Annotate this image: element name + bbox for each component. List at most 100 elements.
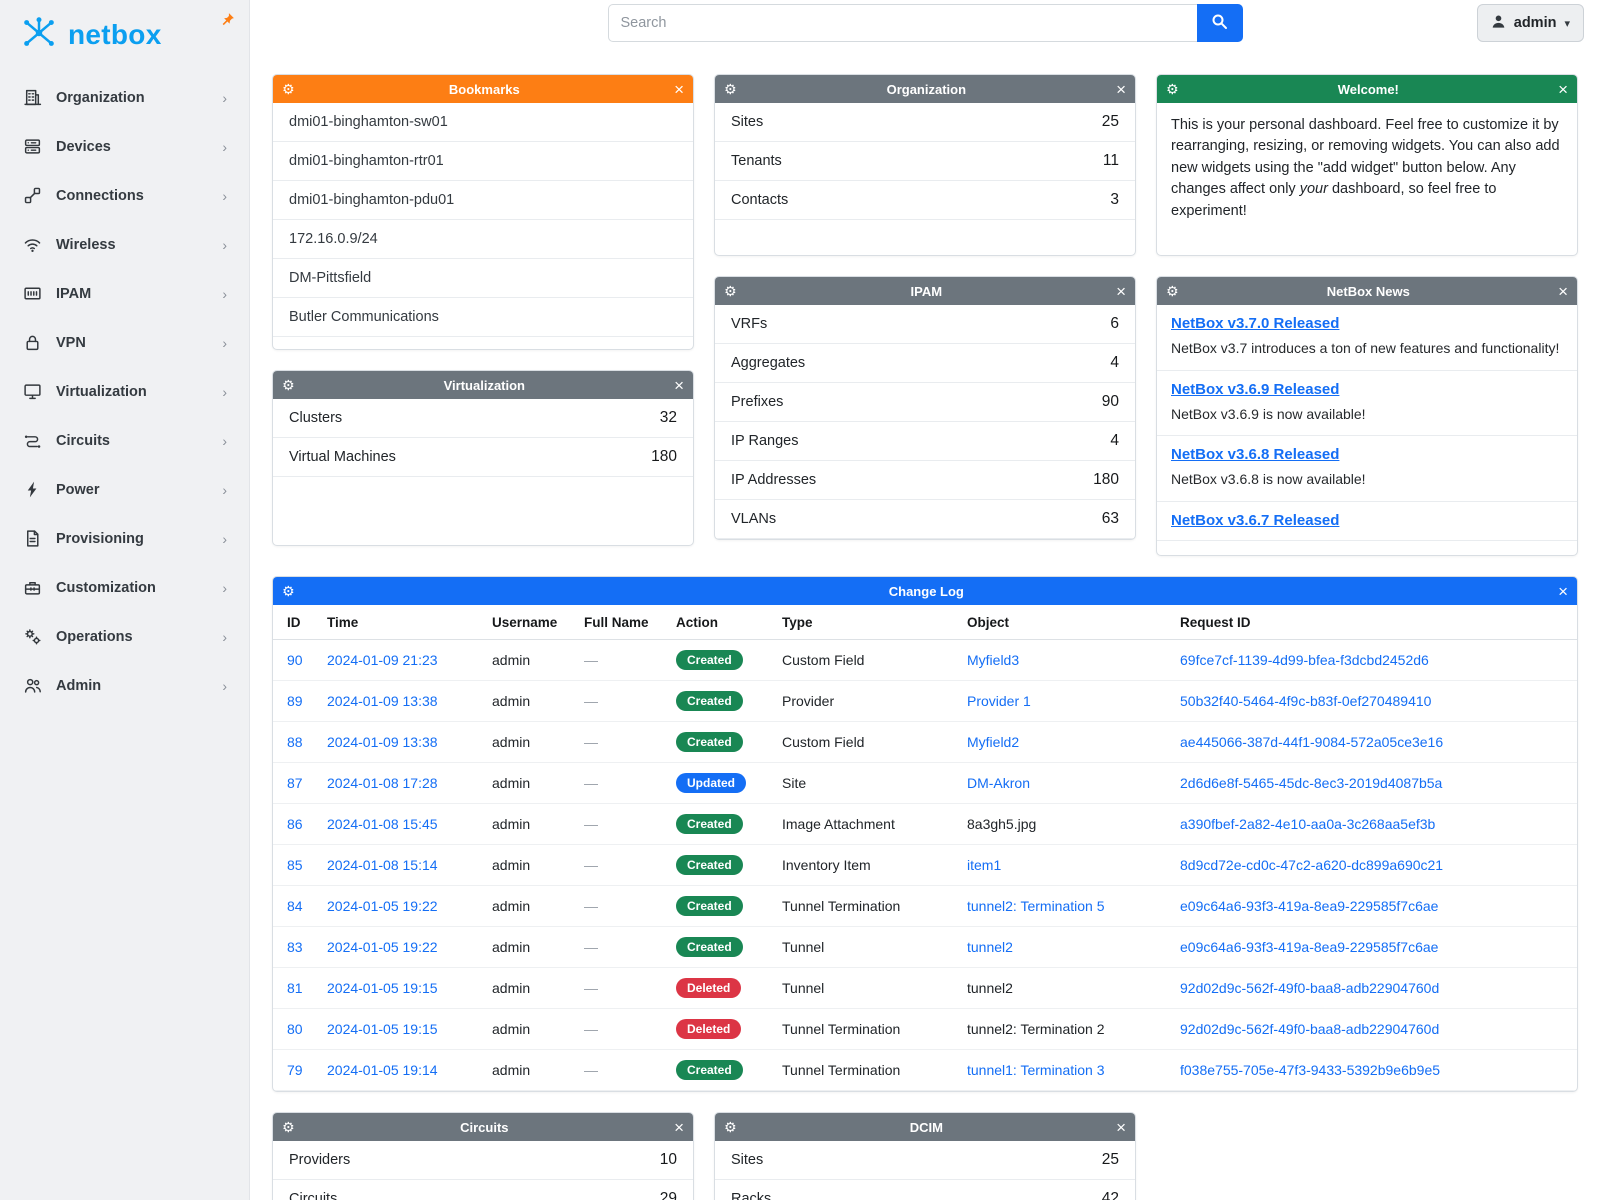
news-headline-link[interactable]: NetBox v3.7.0 Released [1171, 315, 1340, 332]
changelog-request-link[interactable]: 50b32f40-5464-4f9c-b83f-0ef270489410 [1180, 693, 1432, 709]
stat-label[interactable]: Contacts [731, 192, 789, 208]
sidebar-item[interactable]: Wireless › [0, 220, 249, 269]
changelog-id-link[interactable]: 81 [287, 980, 303, 996]
widget-config-icon[interactable]: ⚙ [282, 81, 295, 97]
widget-close-icon[interactable]: × [674, 375, 684, 395]
news-headline-link[interactable]: NetBox v3.6.7 Released [1171, 511, 1340, 529]
changelog-time-link[interactable]: 2024-01-08 15:14 [327, 857, 438, 873]
changelog-id-link[interactable]: 87 [287, 775, 303, 791]
sidebar-item[interactable]: Connections › [0, 171, 249, 220]
widget-config-icon[interactable]: ⚙ [282, 583, 295, 599]
changelog-object[interactable]: DM-Akron [967, 775, 1031, 791]
stat-label[interactable]: Tenants [731, 153, 782, 169]
news-headline-link[interactable]: NetBox v3.6.8 Released [1171, 446, 1340, 464]
changelog-id-link[interactable]: 90 [287, 652, 303, 668]
stat-label[interactable]: Aggregates [731, 355, 806, 371]
changelog-object[interactable]: tunnel2: Termination 5 [967, 898, 1105, 914]
widget-config-icon[interactable]: ⚙ [724, 1119, 737, 1135]
changelog-object[interactable]: tunnel2 [967, 939, 1013, 955]
changelog-time-link[interactable]: 2024-01-09 13:38 [327, 734, 438, 750]
changelog-object[interactable]: item1 [967, 857, 1002, 873]
sidebar-item[interactable]: Operations › [0, 612, 249, 661]
stat-label[interactable]: Racks [731, 1191, 772, 1200]
changelog-object[interactable]: Provider 1 [967, 693, 1031, 709]
sidebar-item[interactable]: Admin › [0, 661, 249, 710]
stat-label[interactable]: Prefixes [731, 394, 784, 410]
changelog-request-link[interactable]: ae445066-387d-44f1-9084-572a05ce3e16 [1180, 734, 1444, 750]
changelog-id-link[interactable]: 86 [287, 816, 303, 832]
stat-label[interactable]: IP Ranges [731, 433, 799, 449]
news-headline-link[interactable]: NetBox v3.6.9 Released [1171, 380, 1340, 398]
changelog-id-link[interactable]: 85 [287, 857, 303, 873]
stat-label[interactable]: Circuits [289, 1191, 338, 1200]
bookmark-item[interactable]: dmi01-binghamton-sw01 [273, 103, 693, 142]
sidebar-item[interactable]: Provisioning › [0, 514, 249, 563]
changelog-time-link[interactable]: 2024-01-08 15:45 [327, 816, 438, 832]
sidebar-item[interactable]: VPN › [0, 318, 249, 367]
changelog-request-link[interactable]: 2d6d6e8f-5465-45dc-8ec3-2019d4087b5a [1180, 775, 1443, 791]
changelog-time-link[interactable]: 2024-01-09 21:23 [327, 652, 438, 668]
sidebar-item[interactable]: Virtualization › [0, 367, 249, 416]
widget-config-icon[interactable]: ⚙ [724, 81, 737, 97]
widget-close-icon[interactable]: × [1558, 79, 1568, 99]
sidebar-item[interactable]: Customization › [0, 563, 249, 612]
widget-config-icon[interactable]: ⚙ [282, 377, 295, 393]
changelog-time-link[interactable]: 2024-01-05 19:14 [327, 1062, 438, 1078]
widget-close-icon[interactable]: × [1116, 79, 1126, 99]
changelog-request-link[interactable]: 69fce7cf-1139-4d99-bfea-f3dcbd2452d6 [1180, 652, 1429, 668]
widget-config-icon[interactable]: ⚙ [724, 283, 737, 299]
changelog-object[interactable]: Myfield3 [967, 652, 1020, 668]
search-input[interactable] [607, 4, 1197, 42]
stat-label[interactable]: Providers [289, 1152, 351, 1168]
changelog-id-link[interactable]: 79 [287, 1062, 303, 1078]
changelog-id-link[interactable]: 80 [287, 1021, 303, 1037]
changelog-object[interactable]: 8a3gh5.jpg [967, 816, 1037, 832]
bookmark-item[interactable]: Butler Communications [273, 298, 693, 337]
widget-close-icon[interactable]: × [1116, 281, 1126, 301]
changelog-request-link[interactable]: 8d9cd72e-cd0c-47c2-a620-dc899a690c21 [1180, 857, 1444, 873]
changelog-object[interactable]: Myfield2 [967, 734, 1020, 750]
changelog-time-link[interactable]: 2024-01-05 19:22 [327, 939, 438, 955]
changelog-time-link[interactable]: 2024-01-05 19:22 [327, 898, 438, 914]
changelog-request-link[interactable]: e09c64a6-93f3-419a-8ea9-229585f7c6ae [1180, 898, 1439, 914]
widget-config-icon[interactable]: ⚙ [1166, 81, 1179, 97]
widget-close-icon[interactable]: × [1558, 281, 1568, 301]
stat-label[interactable]: Sites [731, 1152, 764, 1168]
changelog-time-link[interactable]: 2024-01-09 13:38 [327, 693, 438, 709]
changelog-request-link[interactable]: f038e755-705e-47f3-9433-5392b9e6b9e5 [1180, 1062, 1441, 1078]
bookmark-item[interactable]: DM-Pittsfield [273, 259, 693, 298]
changelog-request-link[interactable]: 92d02d9c-562f-49f0-baa8-adb22904760d [1180, 980, 1440, 996]
user-menu[interactable]: admin ▾ [1476, 4, 1584, 42]
changelog-id-link[interactable]: 84 [287, 898, 303, 914]
sidebar-item[interactable]: Devices › [0, 122, 249, 171]
pin-sidebar-icon[interactable] [220, 12, 235, 30]
widget-config-icon[interactable]: ⚙ [1166, 283, 1179, 299]
changelog-request-link[interactable]: a390fbef-2a82-4e10-aa0a-3c268aa5ef3b [1180, 816, 1436, 832]
sidebar-item[interactable]: Organization › [0, 73, 249, 122]
changelog-time-link[interactable]: 2024-01-05 19:15 [327, 1021, 438, 1037]
stat-label[interactable]: VLANs [731, 511, 777, 527]
changelog-object[interactable]: tunnel2 [967, 980, 1013, 996]
sidebar-item[interactable]: Circuits › [0, 416, 249, 465]
stat-label[interactable]: Clusters [289, 410, 343, 426]
changelog-time-link[interactable]: 2024-01-08 17:28 [327, 775, 438, 791]
changelog-id-link[interactable]: 88 [287, 734, 303, 750]
sidebar-item[interactable]: Power › [0, 465, 249, 514]
stat-label[interactable]: Virtual Machines [289, 449, 396, 465]
stat-label[interactable]: IP Addresses [731, 472, 817, 488]
changelog-object[interactable]: tunnel2: Termination 2 [967, 1021, 1105, 1037]
widget-close-icon[interactable]: × [674, 79, 684, 99]
changelog-request-link[interactable]: 92d02d9c-562f-49f0-baa8-adb22904760d [1180, 1021, 1440, 1037]
changelog-id-link[interactable]: 83 [287, 939, 303, 955]
changelog-request-link[interactable]: e09c64a6-93f3-419a-8ea9-229585f7c6ae [1180, 939, 1439, 955]
widget-close-icon[interactable]: × [674, 1117, 684, 1137]
changelog-time-link[interactable]: 2024-01-05 19:15 [327, 980, 438, 996]
sidebar-item[interactable]: IPAM › [0, 269, 249, 318]
stat-label[interactable]: Sites [731, 114, 764, 130]
widget-close-icon[interactable]: × [1558, 581, 1568, 601]
widget-close-icon[interactable]: × [1116, 1117, 1126, 1137]
search-button[interactable] [1196, 4, 1243, 42]
stat-label[interactable]: VRFs [731, 316, 768, 332]
bookmark-item[interactable]: dmi01-binghamton-rtr01 [273, 142, 693, 181]
bookmark-item[interactable]: dmi01-binghamton-pdu01 [273, 181, 693, 220]
